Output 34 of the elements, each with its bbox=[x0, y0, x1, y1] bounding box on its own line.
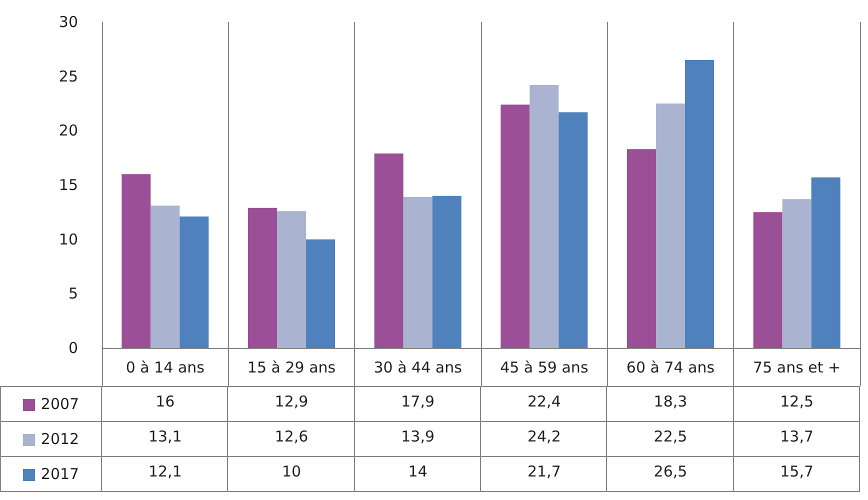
legend-label: 2007 bbox=[0, 386, 102, 422]
data-label: 15,7 bbox=[780, 462, 814, 480]
data-label: 14 bbox=[408, 462, 428, 480]
data-label: 17,9 bbox=[401, 392, 435, 410]
data-label: 12,5 bbox=[780, 392, 814, 410]
data-label: 13,1 bbox=[148, 428, 182, 446]
data-label: 13,9 bbox=[401, 428, 435, 446]
x-tick-label: 75 ans et + bbox=[753, 358, 841, 376]
x-tick-label: 45 à 59 ans bbox=[500, 358, 588, 376]
y-tick-label: 10 bbox=[58, 230, 78, 248]
data-label: 22,5 bbox=[654, 428, 688, 446]
data-label: 13,7 bbox=[780, 428, 814, 446]
data-label: 12,6 bbox=[274, 428, 308, 446]
y-tick-label: 25 bbox=[58, 67, 78, 86]
y-tick-label: 5 bbox=[68, 284, 78, 303]
data-label: 12,9 bbox=[274, 392, 308, 410]
data-label: 16 bbox=[156, 392, 175, 410]
y-tick-label: 0 bbox=[68, 339, 78, 357]
x-tick-label: 60 à 74 ans bbox=[626, 358, 715, 376]
y-tick-label: 30 bbox=[58, 13, 78, 31]
data-label: 10 bbox=[282, 462, 302, 480]
legend-label: 2012 bbox=[0, 422, 102, 456]
x-tick-label: 15 à 29 ans bbox=[247, 358, 336, 376]
x-tick-label: 0 à 14 ans bbox=[126, 358, 205, 376]
data-label: 22,4 bbox=[527, 392, 561, 410]
data-label: 24,2 bbox=[527, 428, 561, 446]
data-label: 26,5 bbox=[654, 462, 688, 480]
legend-label: 2017 bbox=[0, 456, 102, 492]
data-label: 21,7 bbox=[527, 462, 561, 480]
data-label: 12,1 bbox=[148, 462, 182, 480]
y-tick-label: 20 bbox=[58, 122, 78, 140]
x-tick-label: 30 à 44 ans bbox=[374, 358, 462, 376]
data-label: 18,3 bbox=[654, 392, 688, 410]
y-tick-label: 15 bbox=[58, 176, 78, 194]
